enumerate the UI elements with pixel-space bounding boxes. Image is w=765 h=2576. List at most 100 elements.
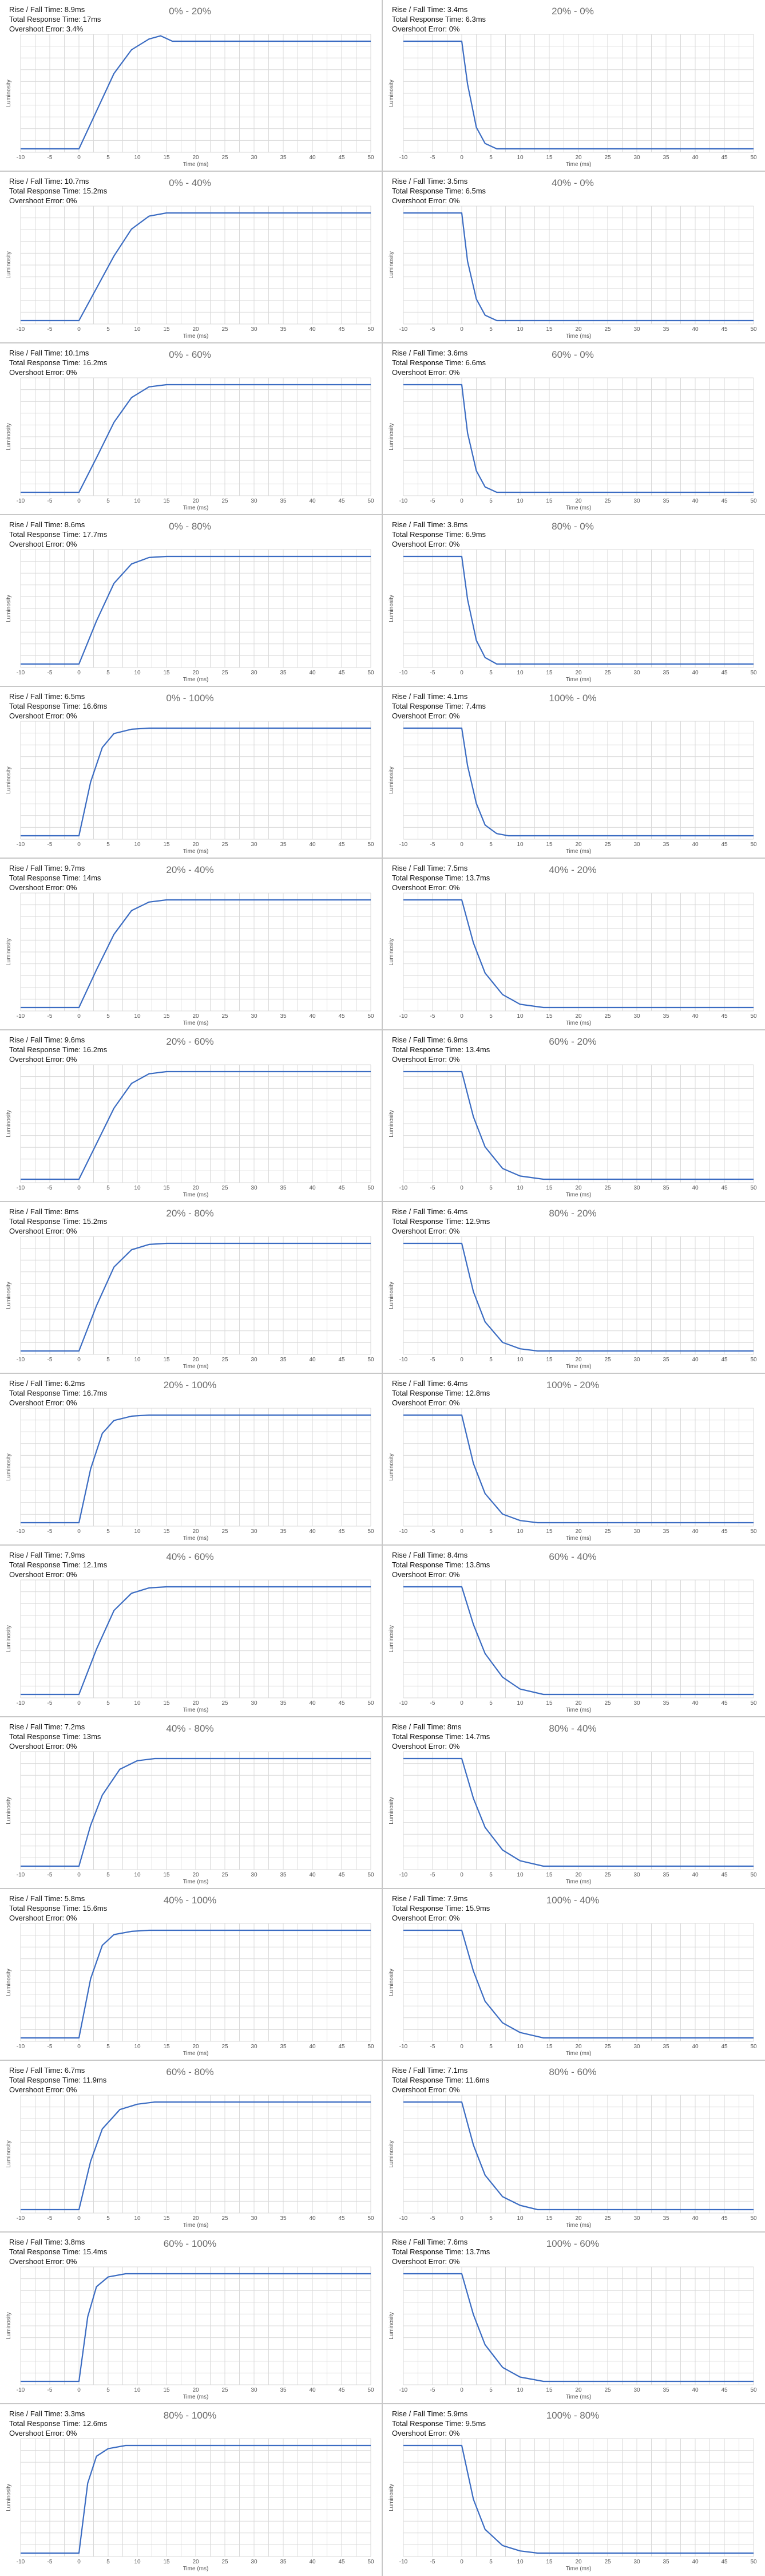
y-axis-label: Luminosity xyxy=(6,767,12,794)
x-tick-label: 0 xyxy=(460,1013,463,1020)
x-tick-label: 25 xyxy=(221,326,228,333)
x-tick-label: 30 xyxy=(251,1872,257,1878)
x-tick-label: -10 xyxy=(399,498,408,504)
x-tick-label: 25 xyxy=(604,1357,611,1363)
x-tick-label: 40 xyxy=(309,2044,316,2050)
response-stats: Rise / Fall Time: 8ms Total Response Time… xyxy=(9,1207,107,1236)
response-stats: Rise / Fall Time: 6.2ms Total Response Ti… xyxy=(9,1378,107,1408)
x-tick-label: 5 xyxy=(106,1185,110,1191)
x-tick-label: 25 xyxy=(221,2387,228,2393)
x-axis-label: Time (ms) xyxy=(183,848,209,855)
x-tick-label: 0 xyxy=(460,326,463,333)
rise-fall-time: Rise / Fall Time: 3.3ms xyxy=(9,2409,85,2418)
x-tick-label: 20 xyxy=(575,1357,582,1363)
x-tick-label: 15 xyxy=(546,1013,553,1020)
x-tick-label: -10 xyxy=(399,2559,408,2565)
x-tick-label: 25 xyxy=(221,1700,228,1706)
x-tick-label: 50 xyxy=(750,1185,757,1191)
line-plot: -10 -5 0 5 10 15 20 25 30 35 40 45 50 Time (ms) Lumino… xyxy=(6,2095,374,2229)
line-plot: -10 -5 0 5 10 15 20 25 30 35 40 45 50 Time (ms) Lumino… xyxy=(389,1579,757,1713)
response-stats: Rise / Fall Time: 8.4ms Total Response Ti… xyxy=(392,1550,490,1579)
x-tick-label: 15 xyxy=(163,2215,170,2222)
overshoot-error: Overshoot Error: 0% xyxy=(9,2257,77,2266)
rise-fall-time: Rise / Fall Time: 7.2ms xyxy=(9,1722,85,1731)
x-tick-label: 15 xyxy=(163,155,170,161)
x-tick-label: 45 xyxy=(721,1700,728,1706)
x-axis-label: Time (ms) xyxy=(183,1192,209,1198)
luminosity-series-line xyxy=(21,1070,371,1180)
luminosity-series-line xyxy=(21,555,371,665)
x-tick-label: 30 xyxy=(633,1872,640,1878)
line-plot: -10 -5 0 5 10 15 20 25 30 35 40 45 50 Time (ms) Lumino… xyxy=(6,1408,374,1542)
y-axis-label: Luminosity xyxy=(6,1282,12,1309)
y-axis-label: Luminosity xyxy=(389,1625,395,1653)
x-tick-label: 45 xyxy=(721,1185,728,1191)
x-axis-label: Time (ms) xyxy=(566,848,592,855)
rise-fall-time: Rise / Fall Time: 3.4ms xyxy=(392,5,468,14)
x-tick-label: -5 xyxy=(430,155,435,161)
x-tick-label: 45 xyxy=(338,1013,345,1020)
luminosity-series-line xyxy=(21,899,371,1009)
x-tick-label: 25 xyxy=(604,2387,611,2393)
x-tick-label: 45 xyxy=(721,1357,728,1363)
x-tick-label: 45 xyxy=(721,498,728,504)
y-axis-label: Luminosity xyxy=(389,423,395,451)
x-tick-label: 25 xyxy=(221,155,228,161)
x-tick-label: 45 xyxy=(338,2559,345,2565)
rise-fall-time: Rise / Fall Time: 10.1ms xyxy=(9,349,89,357)
x-tick-label: 5 xyxy=(106,1013,110,1020)
y-axis-label: Luminosity xyxy=(389,1110,395,1137)
x-tick-label: 0 xyxy=(460,1185,463,1191)
x-tick-label: -10 xyxy=(399,1872,408,1878)
x-tick-label: 10 xyxy=(134,2387,141,2393)
x-tick-label: 10 xyxy=(517,326,524,333)
x-tick-label: 5 xyxy=(489,1528,493,1535)
x-tick-label: 40 xyxy=(692,1872,699,1878)
overshoot-error: Overshoot Error: 0% xyxy=(9,540,77,548)
x-tick-label: 45 xyxy=(721,2044,728,2050)
total-response-time: Total Response Time: 15.9ms xyxy=(392,1904,490,1913)
x-tick-label: 0 xyxy=(460,1528,463,1535)
x-tick-label: 0 xyxy=(460,1357,463,1363)
x-tick-label: 35 xyxy=(663,2387,669,2393)
x-tick-label: 25 xyxy=(221,1357,228,1363)
luminosity-series-line xyxy=(403,1586,754,1696)
total-response-time: Total Response Time: 15.2ms xyxy=(9,1217,108,1226)
line-plot: -10 -5 0 5 10 15 20 25 30 35 40 45 50 Time (ms) Lumino… xyxy=(6,549,374,683)
x-tick-label: 15 xyxy=(546,1872,553,1878)
x-tick-label: 15 xyxy=(163,2559,170,2565)
overshoot-error: Overshoot Error: 0% xyxy=(392,1742,460,1751)
x-tick-label: 35 xyxy=(280,841,287,848)
x-tick-label: 5 xyxy=(106,2387,110,2393)
x-tick-label: 50 xyxy=(750,2215,757,2222)
x-axis-label: Time (ms) xyxy=(566,333,592,339)
luminosity-series-line xyxy=(403,2273,754,2383)
x-tick-label: 45 xyxy=(338,2215,345,2222)
x-tick-label: 25 xyxy=(221,2044,228,2050)
row-divider xyxy=(0,514,765,515)
x-axis-label: Time (ms) xyxy=(566,1879,592,1885)
total-response-time: Total Response Time: 6.6ms xyxy=(392,358,486,367)
x-tick-label: -5 xyxy=(430,1013,435,1020)
x-tick-label: 40 xyxy=(309,326,316,333)
overshoot-error: Overshoot Error: 0% xyxy=(392,368,460,377)
x-tick-label: 20 xyxy=(575,2044,582,2050)
x-tick-label: 45 xyxy=(338,841,345,848)
x-tick-label: 50 xyxy=(750,1872,757,1878)
x-tick-label: 25 xyxy=(221,1013,228,1020)
overshoot-error: Overshoot Error: 0% xyxy=(392,2085,460,2094)
x-tick-label: 15 xyxy=(546,1700,553,1706)
x-tick-label: 10 xyxy=(134,498,141,504)
rise-fall-time: Rise / Fall Time: 8.4ms xyxy=(392,1551,468,1559)
x-tick-label: 35 xyxy=(280,2559,287,2565)
x-tick-label: 20 xyxy=(192,1528,199,1535)
x-tick-label: 45 xyxy=(338,498,345,504)
x-tick-label: -5 xyxy=(430,2215,435,2222)
luminosity-series-line xyxy=(403,2444,754,2554)
chart-panel: -10 -5 0 5 10 15 20 25 30 35 40 45 50 Time (ms) Lumino… xyxy=(0,172,380,341)
line-plot: -10 -5 0 5 10 15 20 25 30 35 40 45 50 Time (ms) Lumino… xyxy=(389,721,757,855)
x-tick-label: 5 xyxy=(489,155,493,161)
y-axis-label: Luminosity xyxy=(6,1453,12,1481)
chart-panel: -10 -5 0 5 10 15 20 25 30 35 40 45 50 Time (ms) Lumino… xyxy=(383,1202,763,1372)
chart-panel: -10 -5 0 5 10 15 20 25 30 35 40 45 50 Time (ms) Lumino… xyxy=(0,2404,380,2574)
